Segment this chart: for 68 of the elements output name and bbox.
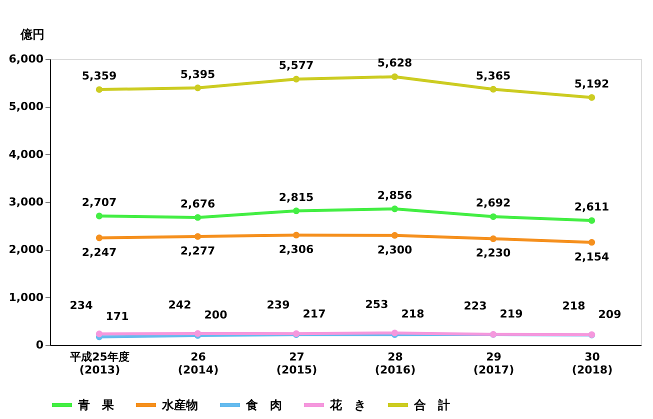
data-label: 5,577 (278, 59, 314, 72)
data-label: 2,856 (377, 188, 412, 202)
point (194, 233, 202, 240)
data-label: 242 (168, 298, 192, 312)
y-tick-label: 4,000 (8, 148, 44, 161)
data-label: 218 (401, 308, 424, 321)
data-label: 217 (302, 308, 326, 321)
legend-label: 水産物 (161, 398, 198, 412)
data-label: 219 (500, 308, 523, 321)
point (96, 86, 103, 93)
legend-label: 青 果 (77, 398, 115, 412)
point (292, 207, 300, 214)
point (588, 94, 596, 101)
y-axis-title: 億円 (20, 28, 44, 42)
y-tick-label: 2,000 (8, 243, 44, 256)
point (588, 217, 596, 224)
data-label: 5,628 (377, 56, 412, 70)
x-tick-label: 26 (2014) (178, 350, 219, 376)
point (96, 330, 103, 338)
data-label: 2,611 (574, 200, 610, 214)
data-label: 223 (464, 299, 487, 312)
data-label: 2,247 (82, 246, 117, 259)
data-label: 2,154 (574, 250, 610, 264)
x-tick-label: 28 (2016) (374, 350, 416, 376)
data-label: 5,359 (82, 70, 117, 83)
data-label: 2,306 (278, 243, 314, 256)
point (391, 206, 398, 212)
point (490, 86, 497, 93)
y-tick-label: 0 (36, 338, 44, 352)
y-tick-label: 6,000 (8, 52, 44, 66)
x-tick-label: 30 (2018) (572, 350, 613, 376)
data-label: 2,707 (82, 196, 117, 209)
data-label: 200 (204, 308, 228, 322)
point (391, 232, 398, 239)
data-label: 2,277 (180, 244, 216, 258)
point (292, 232, 300, 238)
y-tick-label: 5,000 (8, 100, 44, 114)
legend-label: 合 計 (413, 398, 450, 412)
data-label: 253 (365, 298, 388, 311)
data-label: 209 (598, 308, 622, 322)
data-label: 2,815 (278, 190, 314, 204)
x-tick-label: 29 (2017) (473, 350, 514, 376)
point (194, 214, 202, 221)
point (194, 84, 202, 92)
data-label: 2,692 (476, 196, 511, 210)
legend-label: 花 き (329, 398, 366, 412)
data-label: 234 (70, 298, 94, 312)
data-label: 2,676 (180, 197, 216, 210)
legend-label: 食 肉 (245, 398, 282, 412)
point (96, 212, 103, 220)
data-label: 171 (106, 310, 129, 323)
point (588, 238, 596, 246)
point (96, 234, 103, 242)
point (391, 73, 398, 80)
y-tick-label: 1,000 (8, 290, 44, 304)
x-tick-label: 平成25年度 (2013) (69, 350, 130, 376)
point (490, 213, 497, 220)
data-label: 239 (266, 298, 290, 312)
point (292, 76, 300, 83)
y-tick-label: 3,000 (8, 196, 44, 208)
data-label: 5,395 (180, 68, 216, 81)
data-label: 2,300 (377, 243, 412, 256)
x-tick-label: 27 (2015) (276, 350, 318, 376)
data-label: 2,230 (476, 246, 511, 260)
point (490, 235, 497, 242)
data-label: 218 (562, 300, 586, 313)
data-label: 5,365 (476, 69, 511, 82)
data-label: 5,192 (574, 78, 610, 91)
